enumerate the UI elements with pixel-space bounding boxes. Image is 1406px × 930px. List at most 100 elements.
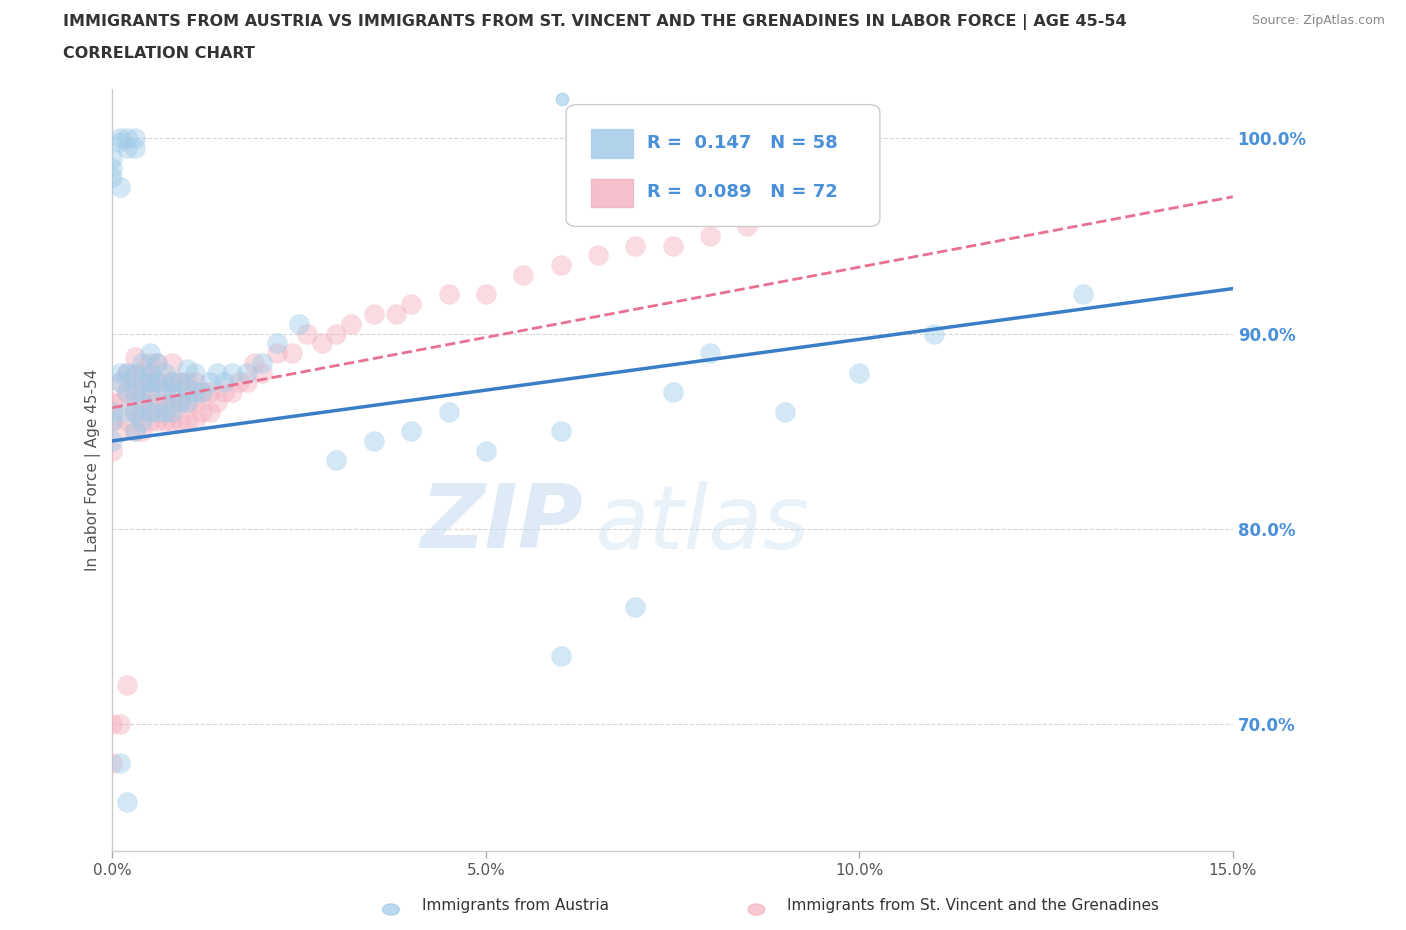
Text: Source: ZipAtlas.com: Source: ZipAtlas.com xyxy=(1251,14,1385,27)
Point xyxy=(117,678,139,693)
Point xyxy=(250,355,273,370)
Point xyxy=(139,375,162,390)
Point xyxy=(922,326,945,341)
Point xyxy=(101,170,124,185)
Point xyxy=(176,380,198,395)
Point xyxy=(160,355,183,370)
Point xyxy=(198,405,221,419)
Point xyxy=(117,140,139,155)
Point xyxy=(146,375,169,390)
Point xyxy=(160,394,183,409)
Point xyxy=(101,151,124,166)
Point xyxy=(236,375,259,390)
Point xyxy=(363,433,385,448)
Point xyxy=(475,287,498,302)
Point xyxy=(108,375,131,390)
Point xyxy=(139,375,162,390)
Point xyxy=(124,350,146,365)
Point xyxy=(124,131,146,146)
Point xyxy=(108,717,131,732)
Point xyxy=(131,405,153,419)
Point xyxy=(160,405,183,419)
Point xyxy=(160,385,183,400)
Point xyxy=(311,336,333,351)
Point xyxy=(236,365,259,380)
Point xyxy=(117,795,139,810)
Point xyxy=(399,424,422,439)
Point xyxy=(101,433,124,448)
Point xyxy=(169,375,191,390)
Point xyxy=(191,405,214,419)
Text: CORRELATION CHART: CORRELATION CHART xyxy=(63,46,254,61)
Point xyxy=(117,131,139,146)
Point xyxy=(108,394,131,409)
Point xyxy=(183,375,205,390)
Point xyxy=(169,394,191,409)
Point xyxy=(131,394,153,409)
Point xyxy=(169,394,191,409)
Point xyxy=(624,600,647,615)
Point xyxy=(101,756,124,771)
Point xyxy=(176,375,198,390)
Point xyxy=(139,355,162,370)
Point xyxy=(131,365,153,380)
Point xyxy=(146,355,169,370)
Point xyxy=(437,287,460,302)
Point xyxy=(363,307,385,322)
Point xyxy=(550,424,572,439)
Point xyxy=(624,238,647,253)
Point xyxy=(146,405,169,419)
Point xyxy=(176,361,198,376)
Point xyxy=(735,219,758,233)
Text: Immigrants from St. Vincent and the Grenadines: Immigrants from St. Vincent and the Gren… xyxy=(787,898,1160,913)
Text: R =  0.147   N = 58: R = 0.147 N = 58 xyxy=(647,134,838,152)
Point xyxy=(228,375,250,390)
Point xyxy=(124,140,146,155)
Point xyxy=(146,414,169,429)
Point xyxy=(117,385,139,400)
Point xyxy=(153,405,176,419)
Point xyxy=(176,394,198,409)
Point xyxy=(146,375,169,390)
Point xyxy=(266,336,288,351)
Point xyxy=(124,405,146,419)
Text: ZIP: ZIP xyxy=(420,480,583,567)
Point xyxy=(131,385,153,400)
Text: IMMIGRANTS FROM AUSTRIA VS IMMIGRANTS FROM ST. VINCENT AND THE GRENADINES IN LAB: IMMIGRANTS FROM AUSTRIA VS IMMIGRANTS FR… xyxy=(63,14,1126,30)
Point xyxy=(124,405,146,419)
Point xyxy=(101,414,124,429)
Point xyxy=(146,394,169,409)
Point xyxy=(214,385,236,400)
Point xyxy=(399,297,422,312)
Point xyxy=(131,414,153,429)
Point xyxy=(117,365,139,380)
Point xyxy=(340,316,363,331)
Point xyxy=(101,394,124,409)
Point xyxy=(773,209,796,224)
Point xyxy=(139,346,162,361)
Bar xyxy=(591,179,633,207)
Point xyxy=(101,414,124,429)
Point xyxy=(139,405,162,419)
Point xyxy=(221,365,243,380)
Point xyxy=(198,375,221,390)
Point xyxy=(550,648,572,663)
Point xyxy=(124,424,146,439)
Point xyxy=(101,405,124,419)
Point xyxy=(124,369,146,384)
Point xyxy=(131,375,153,390)
Point xyxy=(183,414,205,429)
Point xyxy=(243,355,266,370)
Y-axis label: In Labor Force | Age 45-54: In Labor Force | Age 45-54 xyxy=(86,369,101,571)
Point xyxy=(551,92,574,107)
Point xyxy=(108,131,131,146)
Point xyxy=(117,414,139,429)
Point xyxy=(250,365,273,380)
Point xyxy=(214,375,236,390)
Point xyxy=(160,375,183,390)
Point xyxy=(169,414,191,429)
Point xyxy=(266,346,288,361)
Point xyxy=(101,444,124,458)
Point xyxy=(1073,287,1095,302)
Point xyxy=(183,365,205,380)
